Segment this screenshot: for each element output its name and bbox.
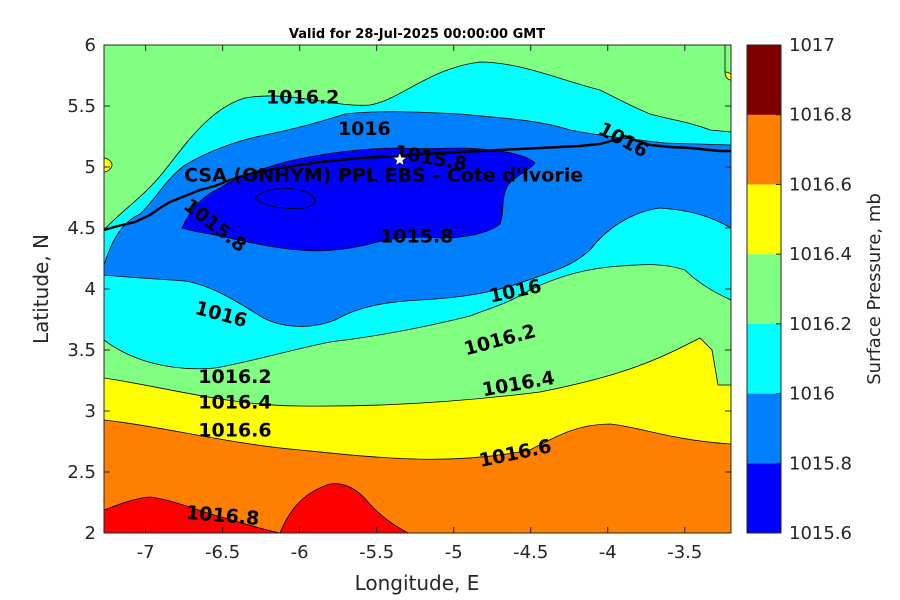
contour-line [104,264,731,370]
x-tick-label: -6 [291,542,309,563]
colorbar-tick-label: 1015.6 [789,523,852,544]
colorbar-segment [747,254,781,324]
contour-label: 1016.2 [266,86,339,108]
x-axis-ticks: -7 -6.5 -6 -5.5 -5 -4.5 -4 -3.5 [137,45,702,563]
contour-line [104,496,281,533]
x-tick-label: -5 [445,542,463,563]
x-tick-label: -5.5 [359,542,394,563]
contour-line [279,483,409,533]
y-axis-label: Latitude, N [29,234,53,344]
band-1016-8-red [104,497,280,533]
y-axis-ticks: 2 2.5 3 3.5 4 4.5 5 5.5 6 [67,35,731,544]
y-tick-label: 4.5 [67,218,96,239]
colorbar-tick-label: 1016.2 [789,314,852,335]
y-tick-label: 2 [85,523,96,544]
band-1016-4-islet [104,157,113,173]
y-tick-label: 2.5 [67,462,96,483]
colorbar: 1015.6 1015.8 1016 1016.2 1016.4 1016.6 1016.8… [746,35,852,544]
contour-line [104,419,731,460]
site-marker-group: CSA (ONHYM) PPL EBS - Cote d'Ivorie [184,151,583,187]
band-1016-4-corner [724,71,731,81]
colorbar-segment [747,323,781,394]
contour-label: 1016 [338,118,391,140]
colorbar-segment [747,463,781,533]
x-tick-label: -3.5 [667,542,702,563]
contour-field [104,45,731,533]
colorbar-tick-label: 1016.4 [789,244,852,265]
colorbar-segment-top [747,45,781,115]
y-tick-label: 6 [85,35,96,56]
x-tick-label: -4 [599,542,617,563]
coastline [104,134,731,232]
y-tick-label: 4 [85,279,96,300]
contour-lines [104,45,731,533]
colorbar-tick-label: 1016 [789,384,835,405]
colorbar-tick-label: 1016.8 [789,105,852,126]
colorbar-tick-label: 1017 [789,35,835,56]
band-1015-6-darkblue [182,148,535,251]
y-tick-label: 5.5 [67,96,96,117]
contour-line [104,207,731,327]
y-tick-label: 3 [85,401,96,422]
x-axis-label: Longitude, E [355,571,480,595]
contour-line [104,61,731,231]
colorbar-label: Surface Pressure, mb [864,193,885,385]
contour-label: 1015.8 [380,226,453,248]
band-1016-6-orange [104,420,731,533]
colorbar-tick-label: 1015.8 [789,453,852,474]
x-tick-label: -7 [137,542,155,563]
contour-line [254,188,316,209]
contour-line [181,147,536,252]
band-1016-8-red-bump [280,483,408,533]
site-label: CSA (ONHYM) PPL EBS - Cote d'Ivorie [184,165,583,187]
y-tick-label: 3.5 [67,340,96,361]
x-tick-label: -4.5 [513,542,548,563]
colorbar-segment [747,184,781,255]
contour-label: 1016.2 [198,366,271,388]
chart-title: Valid for 28-Jul-2025 00:00:00 GMT [289,27,545,42]
x-tick-label: -6.5 [205,542,240,563]
y-tick-label: 5 [85,157,96,178]
contour-line [104,337,731,407]
contour-label: 1016.6 [198,420,271,442]
contour-label: 1016.4 [198,391,271,413]
colorbar-segment [747,393,781,464]
colorbar-segment [747,114,781,185]
colorbar-frame [746,44,782,534]
contour-line [104,111,731,266]
site-star-icon [392,151,408,166]
colorbar-tick-label: 1016.6 [789,174,852,195]
